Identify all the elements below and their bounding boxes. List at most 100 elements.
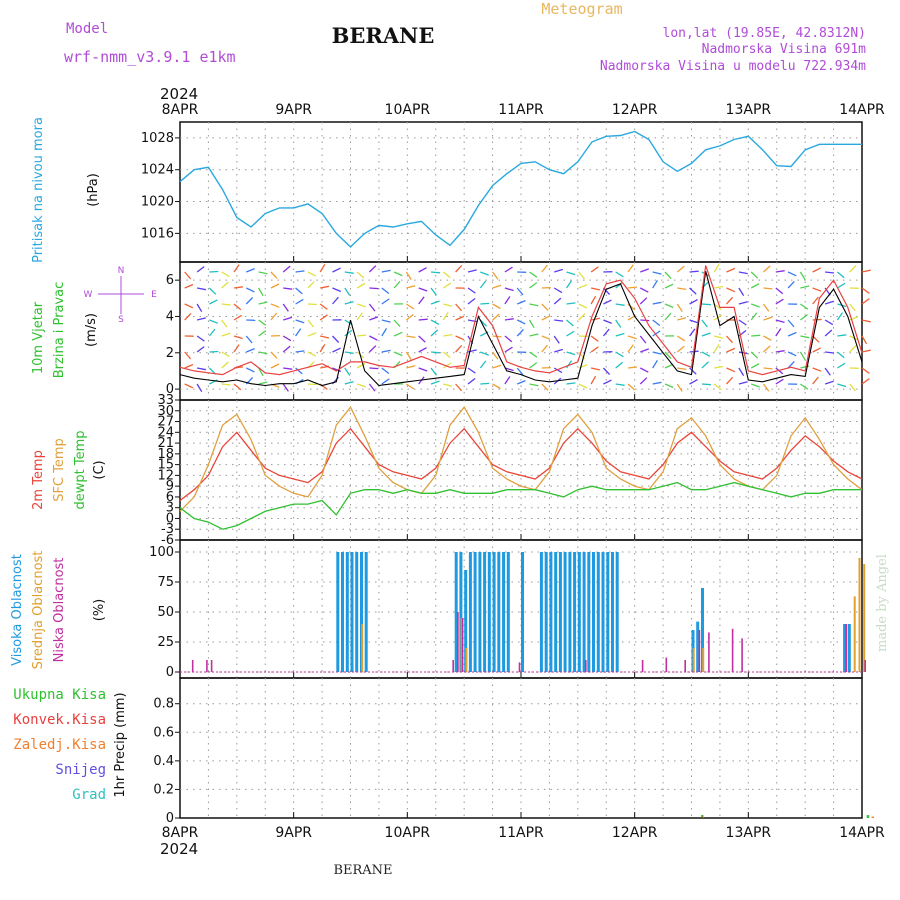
bottom-day-label: 8APR: [162, 825, 199, 841]
wind-arrow: [787, 351, 797, 357]
wind-arrow: [590, 335, 599, 342]
wind-arrow: [356, 362, 366, 369]
wind-arrow: [406, 335, 416, 339]
wind-arrow: [405, 271, 412, 280]
wind-arrow: [861, 349, 871, 353]
y-tick-label: 3: [166, 501, 174, 516]
top-day-label: 11APR: [498, 102, 544, 118]
wind-arrow: [762, 303, 770, 312]
wind-arrow: [713, 303, 722, 311]
low_cloud-bar: [684, 660, 686, 672]
wind-arrow: [208, 287, 217, 295]
mid_cloud-bar: [853, 596, 856, 672]
wind-arrow: [209, 350, 219, 353]
wind-arrow: [270, 303, 280, 308]
precip-axis-label: 1hr Precip (mm): [113, 692, 128, 797]
y-tick-label: 6: [166, 490, 174, 505]
wind-arrow: [516, 379, 526, 385]
wind-arrow: [418, 367, 428, 372]
high_cloud-bar: [577, 552, 581, 672]
high_cloud-bar: [502, 552, 506, 672]
wind-arrow: [504, 296, 511, 305]
high_cloud-bar: [554, 552, 558, 672]
wind-arrow: [246, 287, 255, 293]
wind-arrow: [258, 287, 264, 297]
wind-arrow: [295, 350, 305, 353]
wind-arrow: [775, 378, 784, 385]
wind-arrow: [233, 335, 243, 340]
y-tick-label: 0: [166, 665, 174, 680]
wind-arrow: [307, 271, 317, 277]
wind-arrow: [689, 367, 697, 375]
wind-arrow: [455, 303, 463, 312]
mid_cloud-bar: [460, 618, 463, 672]
wind-arrow: [307, 303, 317, 306]
wind-arrow: [443, 303, 453, 307]
wind-arrow: [750, 312, 758, 321]
wind-arrow: [332, 367, 342, 373]
y-tick-label: 0.6: [153, 725, 174, 740]
wind-arrow: [233, 383, 242, 391]
wind-arrow: [381, 319, 391, 323]
wind-arrow: [652, 279, 658, 289]
wind-arrow: [443, 383, 453, 387]
wind-arrow: [319, 314, 328, 321]
high_cloud-bar: [606, 552, 610, 672]
wind-arrow: [763, 265, 771, 273]
wind-arrow: [381, 287, 390, 295]
wind-arrow: [270, 363, 280, 369]
wind-arrow: [381, 328, 388, 337]
wind-arrow: [270, 283, 280, 289]
frz_precip-bar: [871, 816, 874, 818]
wind-arrow: [442, 351, 451, 359]
wind-arrow: [258, 319, 267, 326]
wind-arrow: [849, 303, 856, 312]
wind-arrow: [664, 383, 674, 389]
low_cloud-bar: [210, 660, 213, 672]
bottom-year-label: 2024: [160, 840, 198, 858]
wind-arrow: [824, 367, 831, 376]
wind-arrow: [861, 378, 870, 385]
wind-arrow: [615, 271, 624, 278]
wind-arrow: [861, 335, 868, 345]
wind-arrow: [799, 351, 806, 361]
wind-arrow: [455, 344, 463, 353]
wind-arrow: [701, 319, 708, 328]
wind-axis-label-1: 10m Vjetar: [31, 301, 46, 374]
wind-arrow: [615, 303, 625, 306]
high_cloud-bar: [558, 552, 562, 672]
wind-arrow: [184, 383, 194, 389]
high_cloud-bar: [497, 552, 501, 672]
wind-arrow: [332, 267, 341, 273]
wind-arrow: [800, 335, 810, 339]
high_cloud-bar: [615, 552, 619, 672]
wind-arrow: [713, 344, 720, 353]
wind-arrow: [726, 296, 734, 305]
wind-arrow: [775, 287, 784, 295]
wind-arrow: [726, 267, 736, 273]
wind-arrow: [233, 344, 240, 353]
low_cloud-bar: [731, 628, 734, 672]
wind-arrow: [467, 367, 476, 374]
wind-arrow: [738, 319, 747, 326]
plot-layer: 8APR 8APR 9APR 9APR 10APR 10APR 11APR 11APR 12AP…: [141, 102, 885, 841]
wind-arrow: [442, 312, 449, 321]
bottom-day-label: 10APR: [385, 825, 431, 841]
y-tick-label: 25: [157, 635, 174, 650]
wind-arrow: [492, 284, 502, 289]
legend-graupel: Grad: [72, 787, 106, 803]
wind-arrow: [393, 271, 403, 277]
wind-arrow: [676, 303, 683, 312]
wind-arrow: [196, 335, 205, 342]
frz_precip-bar: [701, 816, 704, 818]
wind-arrow: [787, 360, 795, 369]
wind-arrow: [775, 319, 785, 324]
bottom-day-label: 11APR: [498, 825, 544, 841]
wind-arrow: [837, 383, 847, 388]
wind-arrow: [344, 329, 353, 337]
wind-arrow: [282, 383, 289, 392]
wind-arrow: [713, 383, 722, 391]
wind-arrow: [849, 265, 857, 273]
wind-arrow: [787, 280, 795, 289]
wind-arrow: [799, 271, 806, 281]
